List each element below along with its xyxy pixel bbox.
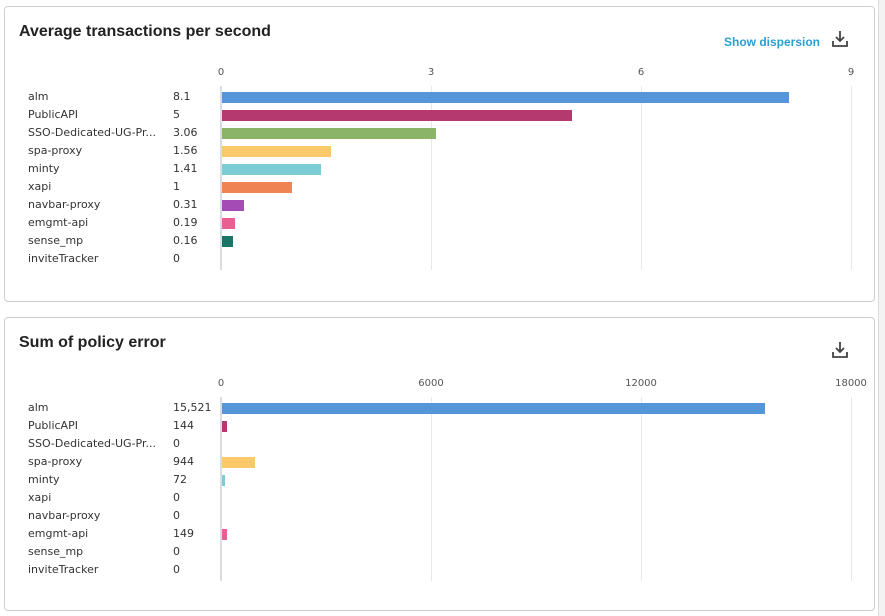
value-label: 0 [173, 563, 180, 576]
bar-spa-proxy[interactable] [222, 457, 256, 468]
value-label: 15,521 [173, 401, 212, 414]
bar-publicapi[interactable] [222, 421, 228, 432]
category-label: spa-proxy [28, 144, 83, 157]
download-icon[interactable] [830, 340, 850, 360]
bar-alm[interactable] [222, 92, 789, 103]
value-label: 8.1 [173, 90, 191, 103]
value-label: 0 [173, 509, 180, 522]
value-label: 1.41 [173, 162, 198, 175]
bar-emgmt-api[interactable] [222, 218, 236, 229]
gridline [220, 397, 222, 581]
gridline [431, 86, 432, 270]
bar-emgmt-api[interactable] [222, 529, 228, 540]
gridline [851, 86, 852, 270]
gridline [851, 397, 852, 581]
category-label: xapi [28, 180, 52, 193]
value-label: 1.56 [173, 144, 198, 157]
category-label: alm [28, 90, 49, 103]
category-label: navbar-proxy [28, 509, 101, 522]
value-label: 0 [173, 437, 180, 450]
x-tick-label: 3 [427, 67, 435, 78]
value-label: 0 [173, 491, 180, 504]
value-label: 72 [173, 473, 187, 486]
x-tick-label: 18000 [835, 378, 867, 389]
category-label: minty [28, 473, 60, 486]
bar-alm[interactable] [222, 403, 766, 414]
value-label: 0 [173, 545, 180, 558]
bar-publicapi[interactable] [222, 110, 572, 121]
value-label: 0.31 [173, 198, 198, 211]
avg-tps-chart: 0 3 6 9 alm 8.1 PublicAPI 5 SSO-Dedicated-UG-Pr.… [5, 7, 874, 301]
category-label: inviteTracker [28, 252, 99, 265]
category-label: xapi [28, 491, 52, 504]
category-label: sense_mp [28, 545, 84, 558]
panel-title: Sum of policy error [19, 334, 166, 351]
panel-title: Average transactions per second [19, 23, 271, 40]
avg-tps-panel: Average transactions per second Show dis… [4, 6, 875, 302]
x-tick-label: 0 [217, 67, 225, 78]
category-label: inviteTracker [28, 563, 99, 576]
value-label: 0.19 [173, 216, 198, 229]
policy-error-panel: Sum of policy error 0 6000 12000 18000 alm 15… [4, 317, 875, 611]
bar-navbar-proxy[interactable] [222, 200, 244, 211]
value-label: 5 [173, 108, 180, 121]
bar-sense-mp[interactable] [222, 236, 234, 247]
gridline [641, 86, 642, 270]
x-tick-label: 9 [847, 67, 855, 78]
category-label: PublicAPI [28, 419, 78, 432]
category-label: emgmt-api [28, 216, 89, 229]
bar-minty[interactable] [222, 164, 321, 175]
x-tick-label: 6000 [418, 378, 444, 389]
value-label: 944 [173, 455, 194, 468]
value-label: 144 [173, 419, 194, 432]
value-label: 3.06 [173, 126, 198, 139]
value-label: 149 [173, 527, 194, 540]
gridline [641, 397, 642, 581]
category-label: SSO-Dedicated-UG-Pr... [28, 437, 156, 450]
category-label: minty [28, 162, 60, 175]
category-label: sense_mp [28, 234, 84, 247]
gridline [431, 397, 432, 581]
value-label: 0.16 [173, 234, 198, 247]
category-label: navbar-proxy [28, 198, 101, 211]
value-label: 0 [173, 252, 180, 265]
show-dispersion-link[interactable]: Show dispersion [723, 35, 820, 49]
bar-sso-dedicated-ug-pr-[interactable] [222, 128, 437, 139]
category-label: spa-proxy [28, 455, 83, 468]
download-icon[interactable] [830, 29, 850, 49]
policy-error-chart: 0 6000 12000 18000 alm 15,521 PublicAPI 144 SSO-… [5, 318, 874, 610]
category-label: emgmt-api [28, 527, 89, 540]
bar-minty[interactable] [222, 475, 225, 486]
gridline [220, 86, 222, 270]
x-tick-label: 0 [217, 378, 225, 389]
bar-spa-proxy[interactable] [222, 146, 332, 157]
category-label: alm [28, 401, 49, 414]
value-label: 1 [173, 180, 180, 193]
category-label: PublicAPI [28, 108, 78, 121]
category-label: SSO-Dedicated-UG-Pr... [28, 126, 156, 139]
x-tick-label: 12000 [625, 378, 657, 389]
x-tick-label: 6 [637, 67, 645, 78]
bar-xapi[interactable] [222, 182, 292, 193]
